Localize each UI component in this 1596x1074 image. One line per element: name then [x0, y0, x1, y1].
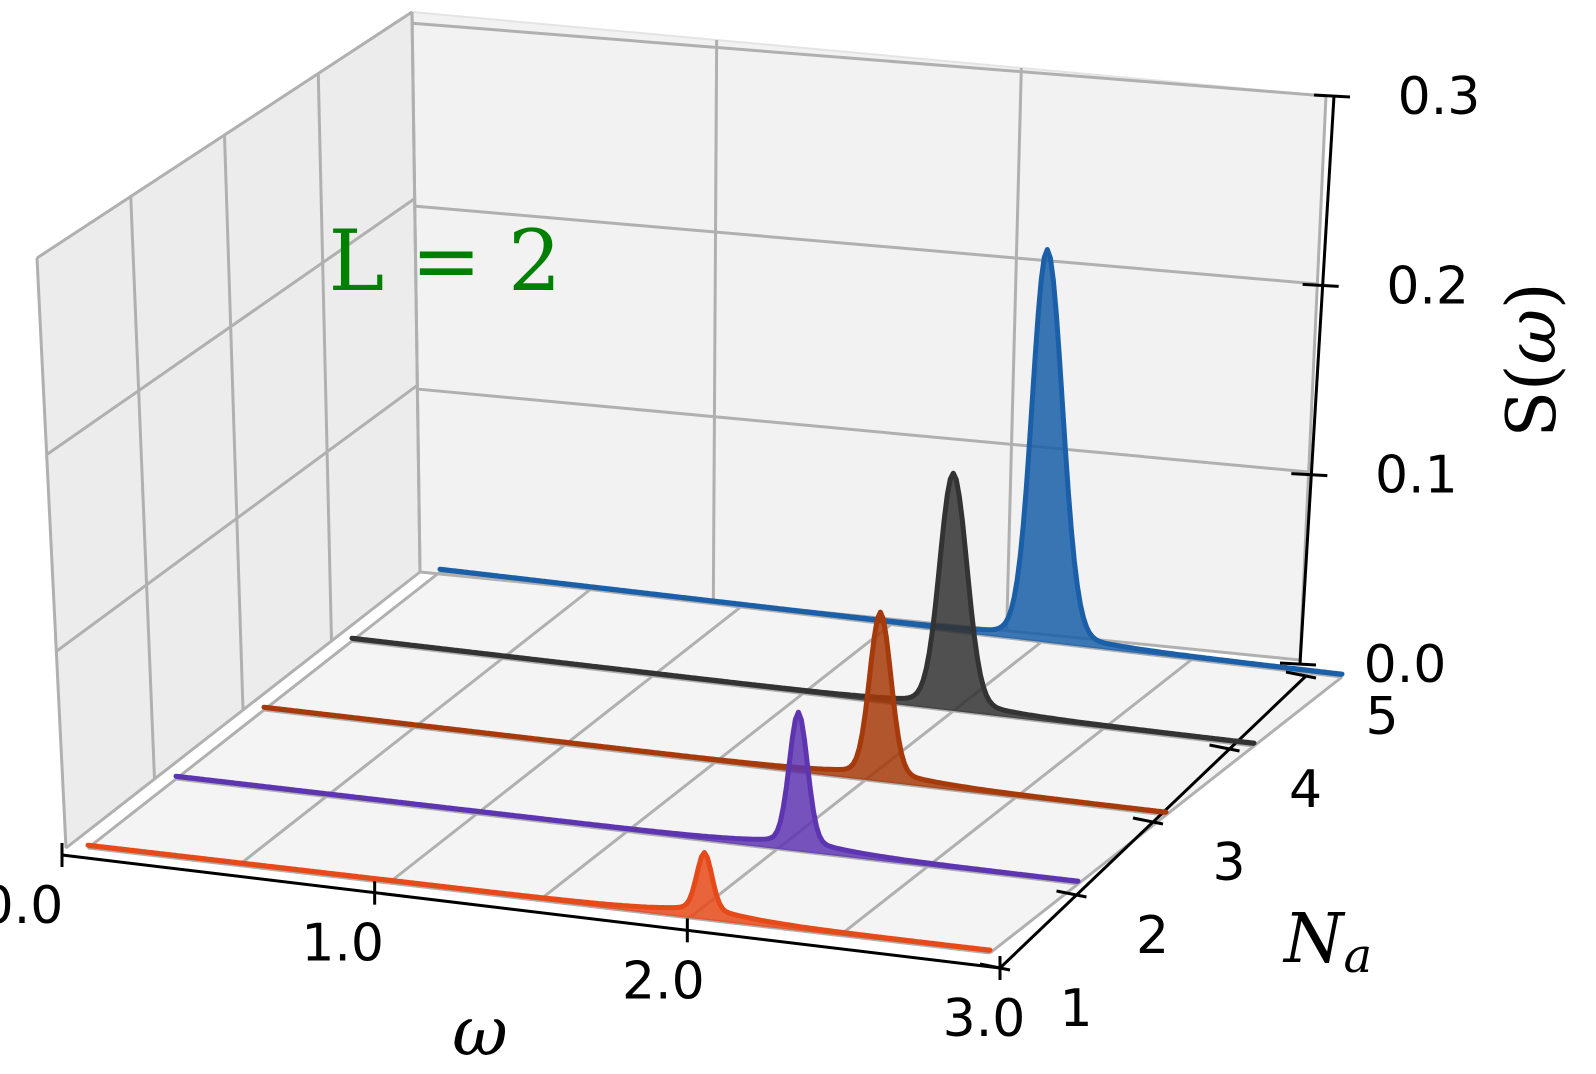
side-grid-line-v [223, 134, 245, 711]
annotation-label: L = 2 [328, 212, 561, 310]
y-tick-label: 4 [1289, 760, 1322, 820]
series-line-na-2 [173, 709, 1081, 884]
z-tick-mark [1313, 93, 1351, 99]
z-tick-mark [1279, 661, 1317, 667]
y-tick-mark [1056, 889, 1087, 899]
z-axis-label-s: S [1493, 391, 1572, 438]
back-pane [410, 10, 1328, 662]
z-tick-label: 0.3 [1398, 67, 1481, 127]
x-axis-line [61, 853, 1001, 970]
y-axis-label-main: N [1282, 900, 1346, 979]
y-tick-mark [1209, 743, 1240, 753]
series-group [85, 247, 1345, 953]
y-tick-mark [979, 962, 1011, 972]
back-grid-line-v [711, 39, 719, 602]
side-grid-line-v [35, 257, 68, 849]
z-tick-label: 0.0 [1364, 635, 1447, 695]
z-tick-label: 0.2 [1386, 256, 1469, 316]
z-axis-label-omega: ω [1493, 309, 1572, 364]
y-tick-label: 3 [1212, 833, 1245, 893]
y-tick-label: 2 [1136, 906, 1169, 966]
side-grid-line-h [65, 570, 421, 850]
series-line-na-5 [437, 247, 1345, 677]
z-axis-label-arg: ( [1493, 364, 1572, 391]
x-tick-label: 0.0 [0, 876, 63, 936]
x-tick-label: 1.0 [301, 914, 384, 974]
side-grid-line-v [410, 11, 422, 573]
axis-lines [60, 93, 1351, 980]
series-line-na-1 [85, 842, 993, 953]
z-tick-mark [1302, 282, 1339, 288]
x-tick-label: 2.0 [622, 951, 705, 1011]
z-axis-label: S(ω) [1493, 282, 1572, 437]
y-tick-label: 1 [1059, 979, 1092, 1039]
side-grid-line-h [45, 197, 416, 456]
x-axis-label: ω [452, 993, 507, 1072]
back-grid-line-h [417, 387, 1309, 474]
z-axis-line [1298, 95, 1336, 665]
y-tick-mark [1132, 816, 1164, 826]
z-tick-mark [1291, 472, 1328, 478]
back-grid-line-h [412, 21, 1327, 98]
z-tick-label: 0.1 [1375, 446, 1458, 506]
series-line-na-3 [261, 609, 1169, 815]
side-grid-line-v [316, 73, 333, 642]
back-grid-line-v [1298, 95, 1328, 661]
y-tick-mark [1285, 670, 1317, 680]
side-grid-line-v [129, 196, 156, 780]
z-axis-label-close: ) [1493, 282, 1572, 309]
y-axis-label-sub: a [1343, 928, 1372, 984]
y-tick-label: 5 [1365, 687, 1398, 747]
side-grid-line-h [55, 384, 419, 653]
series-line-na-4 [349, 470, 1257, 746]
back-grid-line-h [414, 204, 1318, 286]
x-tick-label: 3.0 [943, 989, 1026, 1049]
side-grid-line-h [36, 10, 413, 260]
back-grid-line-v [1005, 67, 1023, 631]
y-axis-label: Na [1282, 900, 1372, 984]
